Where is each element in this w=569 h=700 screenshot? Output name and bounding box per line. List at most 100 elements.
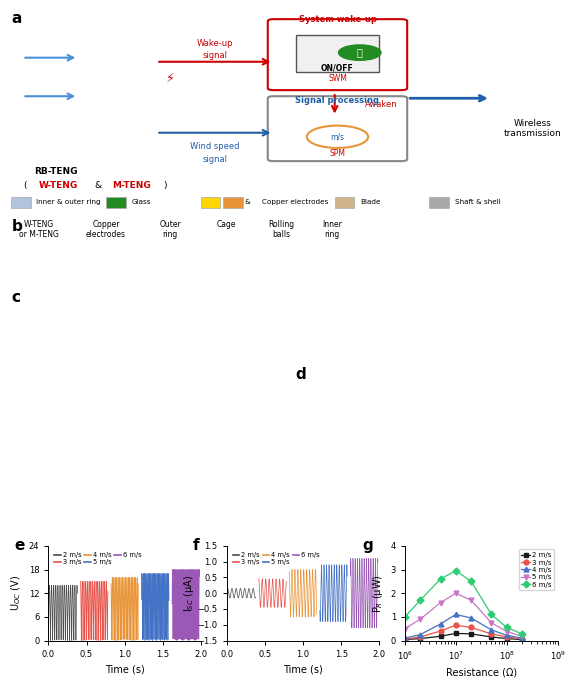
6 m/s <box>437 575 444 583</box>
Y-axis label: I$_{SC}$ (μA): I$_{SC}$ (μA) <box>182 575 196 612</box>
5 m/s <box>437 598 444 607</box>
Text: Inner & outer ring: Inner & outer ring <box>36 199 101 204</box>
4 m/s <box>402 634 409 643</box>
3 m/s <box>417 633 424 641</box>
Bar <box>11 197 31 208</box>
Text: m/s: m/s <box>331 132 344 141</box>
Y-axis label: P$_R$ (μW): P$_R$ (μW) <box>371 574 385 612</box>
Text: &: & <box>245 199 253 204</box>
3 m/s <box>504 633 510 641</box>
5 m/s <box>504 627 510 636</box>
Text: Wind speed: Wind speed <box>190 142 240 151</box>
5 m/s <box>417 615 424 624</box>
FancyBboxPatch shape <box>268 19 407 90</box>
Text: SWM: SWM <box>328 74 347 83</box>
2 m/s <box>468 630 475 638</box>
3 m/s <box>452 621 459 629</box>
Text: W-TENG
or M-TENG: W-TENG or M-TENG <box>19 220 59 239</box>
Text: Glass: Glass <box>131 199 151 204</box>
2 m/s <box>402 636 409 644</box>
Text: M-TENG: M-TENG <box>112 181 151 190</box>
6 m/s <box>518 630 525 638</box>
4 m/s <box>417 631 424 639</box>
2 m/s <box>488 633 495 641</box>
X-axis label: Time (s): Time (s) <box>283 664 323 674</box>
Text: Outer
ring: Outer ring <box>159 220 181 239</box>
Text: Shaft & shell: Shaft & shell <box>455 199 500 204</box>
4 m/s <box>468 614 475 622</box>
Text: Wireless
transmission: Wireless transmission <box>504 119 562 139</box>
2 m/s <box>504 634 510 643</box>
Text: f: f <box>193 538 200 553</box>
Line: 2 m/s: 2 m/s <box>402 631 525 642</box>
3 m/s <box>437 626 444 635</box>
Text: Cage: Cage <box>216 220 236 229</box>
Text: ): ) <box>163 181 166 190</box>
Text: Wake-up: Wake-up <box>196 39 233 48</box>
X-axis label: Resistance (Ω): Resistance (Ω) <box>446 668 517 678</box>
Legend: 2 m/s, 3 m/s, 4 m/s, 5 m/s, 6 m/s: 2 m/s, 3 m/s, 4 m/s, 5 m/s, 6 m/s <box>52 550 144 568</box>
Circle shape <box>339 45 381 60</box>
3 m/s <box>488 630 495 638</box>
Text: Awaken: Awaken <box>365 100 398 108</box>
Bar <box>430 197 449 208</box>
Text: Inner
ring: Inner ring <box>322 220 342 239</box>
Text: signal: signal <box>203 155 227 164</box>
Text: ON/OFF: ON/OFF <box>321 63 354 72</box>
2 m/s <box>417 634 424 643</box>
5 m/s <box>402 624 409 633</box>
2 m/s <box>437 632 444 640</box>
3 m/s <box>402 635 409 643</box>
2 m/s <box>452 629 459 638</box>
Text: Blade: Blade <box>360 199 380 204</box>
Line: 5 m/s: 5 m/s <box>402 591 525 638</box>
2 m/s <box>518 636 525 644</box>
3 m/s <box>468 623 475 631</box>
4 m/s <box>518 634 525 643</box>
6 m/s <box>417 596 424 605</box>
Text: &: & <box>94 181 101 190</box>
Text: System wake-up: System wake-up <box>299 15 377 24</box>
Bar <box>335 197 354 208</box>
4 m/s <box>452 610 459 619</box>
Text: a: a <box>11 11 22 26</box>
Legend: 2 m/s, 3 m/s, 4 m/s, 5 m/s, 6 m/s: 2 m/s, 3 m/s, 4 m/s, 5 m/s, 6 m/s <box>230 550 323 568</box>
Bar <box>201 197 220 208</box>
Text: ⏻: ⏻ <box>357 48 362 57</box>
4 m/s <box>437 620 444 628</box>
Y-axis label: U$_{OC}$ (V): U$_{OC}$ (V) <box>10 575 23 611</box>
4 m/s <box>504 631 510 640</box>
6 m/s <box>488 610 495 619</box>
Text: e: e <box>15 538 25 553</box>
6 m/s <box>452 566 459 575</box>
Text: c: c <box>11 290 20 305</box>
Line: 6 m/s: 6 m/s <box>402 568 525 636</box>
Bar <box>106 197 126 208</box>
Text: W-TENG: W-TENG <box>39 181 79 190</box>
4 m/s <box>488 626 495 634</box>
5 m/s <box>488 619 495 627</box>
Text: b: b <box>11 219 22 234</box>
5 m/s <box>452 589 459 597</box>
Bar <box>296 36 380 72</box>
Text: Rolling
balls: Rolling balls <box>269 220 295 239</box>
5 m/s <box>518 632 525 640</box>
6 m/s <box>402 612 409 621</box>
6 m/s <box>468 578 475 586</box>
5 m/s <box>468 596 475 605</box>
Text: SPM: SPM <box>329 148 345 158</box>
6 m/s <box>504 623 510 631</box>
Text: signal: signal <box>203 51 227 60</box>
Text: ⚡: ⚡ <box>166 71 175 85</box>
Line: 4 m/s: 4 m/s <box>402 612 525 640</box>
Line: 3 m/s: 3 m/s <box>402 623 525 641</box>
X-axis label: Time (s): Time (s) <box>105 664 145 674</box>
Text: RB-TENG: RB-TENG <box>34 167 77 176</box>
Text: Copper
electrodes: Copper electrodes <box>86 220 126 239</box>
Text: (: ( <box>23 181 27 190</box>
Text: g: g <box>362 538 373 553</box>
Text: Copper electrodes: Copper electrodes <box>262 199 328 204</box>
Bar <box>223 197 242 208</box>
Text: d: d <box>296 368 306 382</box>
3 m/s <box>518 635 525 643</box>
